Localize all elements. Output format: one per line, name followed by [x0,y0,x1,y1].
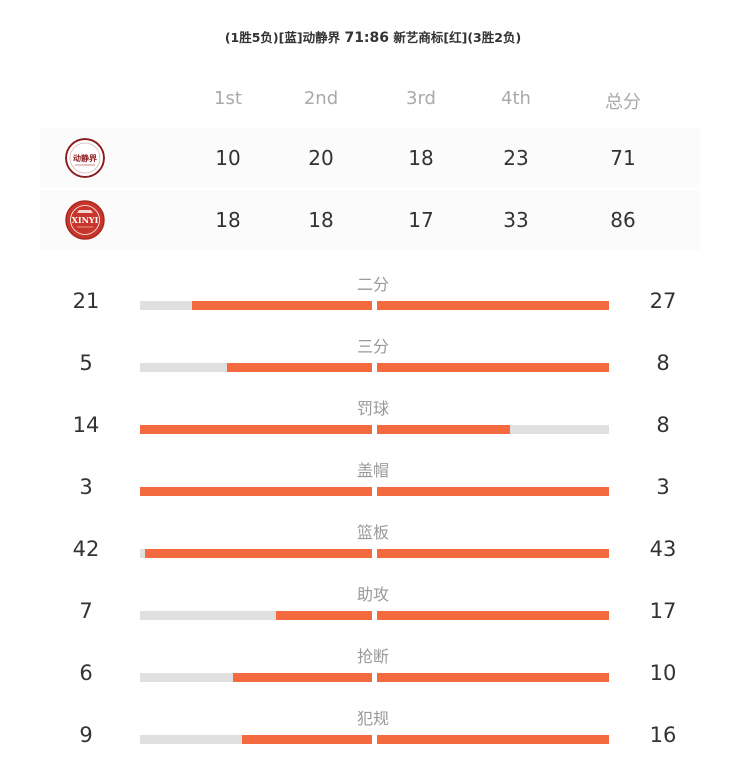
team1-record: (1胜5负) [224,30,279,45]
stat-team1-bar [140,673,372,682]
team1-color-tag: [蓝] [278,30,303,45]
stat-team2-bar [377,301,609,310]
match-title: (1胜5负)[蓝]动静界 71:86 新艺商标[红](3胜2负) [0,27,746,46]
team1-logo: 动静界 [65,138,105,178]
team1-name: 动静界 [302,30,341,45]
stat-team2-value: 3 [656,475,670,499]
stat-team2-bar-fill [377,735,609,744]
team2-total: 86 [610,208,636,232]
stat-row-free-throws: 罚球 14 8 [0,389,746,451]
stat-row-assists: 助攻 7 17 [0,575,746,637]
stat-team2-value: 16 [649,723,677,747]
stat-comparison-list: 二分 21 27 三分 5 8 罚球 14 8 盖帽 3 3 篮板 42 43 助攻 7 17 抢断 6 10 犯规 9 16 [0,265,746,761]
stat-team2-bar-fill [377,487,609,496]
team1-q2: 20 [308,146,334,170]
header-q3: 3rd [406,88,436,109]
stat-team1-value: 7 [79,599,93,623]
stat-team1-value: 42 [72,537,100,561]
stat-team1-bar-fill [232,673,372,682]
stat-row-steals: 抢断 6 10 [0,637,746,699]
stat-team1-bar [140,363,372,372]
team2-logo: XINYI [65,200,105,240]
quarter-score-table: 1st 2nd 3rd 4th 总分 动静界 10 20 18 23 71 [40,70,700,252]
stat-team1-bar [140,425,372,434]
stat-team1-value: 6 [79,661,93,685]
stat-team1-bar-fill [227,363,372,372]
team1-q4: 23 [503,146,529,170]
stat-label: 罚球 [356,399,389,418]
team2-quarter-row: XINYI 18 18 17 33 86 [40,190,700,250]
stat-team2-bar [377,425,609,434]
stat-team2-bar-fill [377,673,609,682]
stat-label: 盖帽 [356,461,389,480]
stat-team1-bar-fill [145,549,372,558]
stat-team2-bar [377,735,609,744]
stat-label: 助攻 [356,585,389,604]
stat-team2-bar [377,487,609,496]
stat-row-three-pointers: 三分 5 8 [0,327,746,389]
stat-team1-bar-fill [140,487,372,496]
stat-row-blocks: 盖帽 3 3 [0,451,746,513]
stat-team2-bar-fill [377,549,609,558]
stat-label: 三分 [356,337,389,356]
team2-logo-text: XINYI [72,215,99,225]
team2-record: (3胜2负) [467,30,522,45]
stat-label: 二分 [356,275,389,294]
stat-row-rebounds: 篮板 42 43 [0,513,746,575]
stat-label: 篮板 [356,523,389,542]
stat-team1-value: 21 [72,289,100,313]
stat-team2-bar [377,363,609,372]
stat-team1-bar [140,301,372,310]
stat-team1-bar [140,735,372,744]
stat-team1-bar-fill [140,425,372,434]
team2-q3: 17 [408,208,434,232]
stat-team1-bar [140,487,372,496]
team1-quarter-row: 动静界 10 20 18 23 71 [40,128,700,188]
team1-q3: 18 [408,146,434,170]
stat-label: 抢断 [356,647,389,666]
stat-team1-value: 5 [79,351,93,375]
team2-color-tag: [红] [443,30,468,45]
stat-team2-bar-fill [377,611,609,620]
stat-row-two-pointers: 二分 21 27 [0,265,746,327]
stat-team2-value: 8 [656,413,670,437]
stat-team1-bar [140,611,372,620]
stat-team2-value: 27 [649,289,677,313]
stat-team2-bar [377,673,609,682]
stat-team2-bar-fill [377,425,510,434]
stat-team1-value: 14 [72,413,100,437]
stat-team1-value: 3 [79,475,93,499]
team1-logo-text: 动静界 [73,153,98,163]
stat-team2-bar [377,611,609,620]
stat-team2-value: 10 [649,661,677,685]
header-q4: 4th [501,88,531,109]
header-q1: 1st [214,88,242,109]
team2-q1: 18 [215,208,241,232]
stat-team1-bar-fill [241,735,372,744]
stat-team2-bar-fill [377,363,609,372]
stat-team1-value: 9 [79,723,93,747]
header-total: 总分 [605,92,641,113]
final-score: 71:86 [344,30,390,46]
stat-team2-value: 17 [649,599,677,623]
stat-team1-bar-fill [276,611,372,620]
stat-row-fouls: 犯规 9 16 [0,699,746,761]
team2-q4: 33 [503,208,529,232]
quarter-header-row: 1st 2nd 3rd 4th 总分 [40,70,700,128]
stat-team2-value: 43 [649,537,677,561]
stat-label: 犯规 [356,709,389,728]
stat-team2-value: 8 [656,351,670,375]
stat-team1-bar-fill [191,301,372,310]
team1-q1: 10 [215,146,241,170]
team2-q2: 18 [308,208,334,232]
stat-team1-bar [140,549,372,558]
team2-name: 新艺商标 [393,30,444,45]
stat-team2-bar-fill [377,301,609,310]
team1-total: 71 [610,146,636,170]
stat-team2-bar [377,549,609,558]
header-q2: 2nd [303,88,339,109]
